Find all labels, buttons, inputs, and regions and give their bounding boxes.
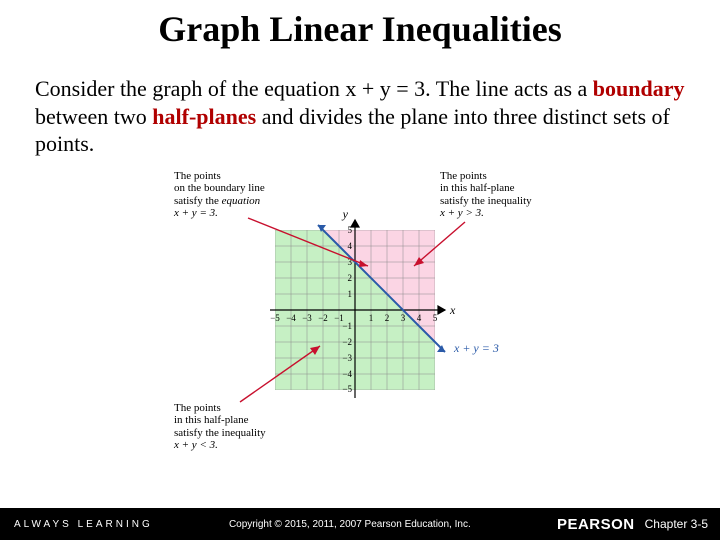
body-mid: between two bbox=[35, 104, 152, 129]
ann-text: in this half-plane bbox=[440, 182, 532, 195]
svg-text:−2: −2 bbox=[318, 313, 328, 323]
svg-text:−4: −4 bbox=[286, 313, 296, 323]
ann-text: in this half-plane bbox=[174, 414, 266, 427]
ann-eq: x + y = 3. bbox=[174, 207, 265, 220]
ann-text: satisfy the equation bbox=[174, 195, 265, 208]
body-paragraph: Consider the graph of the equation x + y… bbox=[0, 50, 720, 158]
footer-copyright: Copyright © 2015, 2011, 2007 Pearson Edu… bbox=[153, 519, 547, 530]
svg-text:2: 2 bbox=[348, 273, 353, 283]
svg-text:2: 2 bbox=[385, 313, 390, 323]
x-axis-label: x bbox=[449, 303, 456, 317]
ann-text: The points bbox=[174, 402, 266, 415]
svg-text:−3: −3 bbox=[342, 353, 352, 363]
ann-text: The points bbox=[440, 170, 532, 183]
svg-text:5: 5 bbox=[433, 313, 438, 323]
footer-left: ALWAYS LEARNING bbox=[0, 519, 153, 530]
svg-text:−5: −5 bbox=[342, 384, 352, 394]
svg-text:−4: −4 bbox=[342, 369, 352, 379]
body-pre: Consider the graph of the equation x + y… bbox=[35, 76, 593, 101]
svg-text:1: 1 bbox=[348, 289, 353, 299]
annotation-lower: The points in this half-plane satisfy th… bbox=[174, 402, 266, 453]
svg-text:−3: −3 bbox=[302, 313, 312, 323]
svg-text:−5: −5 bbox=[270, 313, 280, 323]
line-equation-label: x + y = 3 bbox=[453, 341, 499, 355]
footer-chapter: Chapter 3-5 bbox=[645, 517, 720, 531]
keyword-boundary: boundary bbox=[593, 76, 685, 101]
ann-ineq: x + y > 3. bbox=[440, 207, 532, 220]
footer: ALWAYS LEARNING Copyright © 2015, 2011, … bbox=[0, 508, 720, 540]
svg-text:4: 4 bbox=[417, 313, 422, 323]
ann-text: satisfy the inequality bbox=[174, 427, 266, 440]
page-title: Graph Linear Inequalities bbox=[0, 0, 720, 50]
y-axis-label: y bbox=[342, 207, 349, 221]
annotation-upper: The points in this half-plane satisfy th… bbox=[440, 170, 532, 221]
svg-text:1: 1 bbox=[369, 313, 374, 323]
pearson-logo: PEARSON bbox=[547, 516, 645, 533]
svg-text:5: 5 bbox=[348, 225, 353, 235]
ann-text: The points bbox=[174, 170, 265, 183]
figure: The points on the boundary line satisfy … bbox=[170, 170, 550, 460]
ann-text: on the boundary line bbox=[174, 182, 265, 195]
ann-text: satisfy the inequality bbox=[440, 195, 532, 208]
svg-text:3: 3 bbox=[401, 313, 406, 323]
svg-text:−1: −1 bbox=[342, 321, 352, 331]
annotation-boundary: The points on the boundary line satisfy … bbox=[174, 170, 265, 221]
svg-text:−2: −2 bbox=[342, 337, 352, 347]
ann-ineq: x + y < 3. bbox=[174, 439, 266, 452]
svg-text:4: 4 bbox=[348, 241, 353, 251]
keyword-halfplanes: half-planes bbox=[152, 104, 256, 129]
